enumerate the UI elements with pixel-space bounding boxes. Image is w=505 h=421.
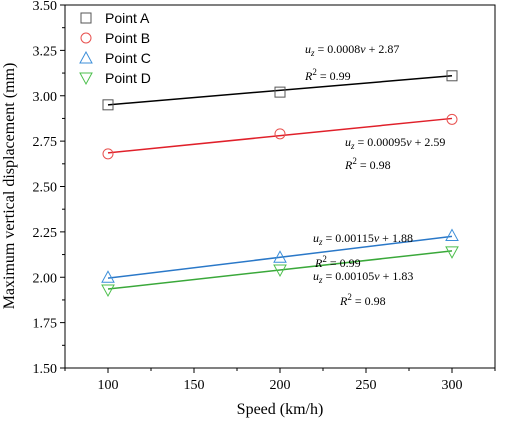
- legend-marker: [79, 50, 93, 64]
- y-tick-label: 2.75: [33, 135, 58, 150]
- y-tick-label: 1.50: [33, 362, 58, 377]
- legend-label: Point D: [105, 70, 151, 86]
- legend-label: Point A: [105, 10, 150, 26]
- fit-line-1: [107, 75, 453, 106]
- y-tick-label: 2.00: [33, 271, 58, 286]
- data-point: [102, 148, 114, 160]
- data-point: [101, 270, 115, 283]
- y-axis-title: Maximum vertical displacement (mm): [1, 63, 18, 310]
- data-point: [446, 113, 458, 125]
- r-squared-3: R2 = 0.99: [314, 254, 361, 270]
- data-point: [445, 228, 459, 242]
- r-squared-4: R2 = 0.98: [339, 292, 386, 308]
- r-squared-2: R2 = 0.98: [344, 156, 391, 172]
- data-point: [273, 250, 287, 263]
- data-point: [102, 99, 114, 111]
- data-point: [101, 284, 115, 297]
- data-point: [446, 70, 458, 82]
- data-point: [273, 264, 287, 278]
- fit-line-3: [107, 235, 453, 279]
- y-tick-label: 3.25: [33, 44, 58, 59]
- legend-marker: [80, 32, 92, 44]
- x-tick-label: 250: [356, 378, 377, 393]
- data-point: [274, 86, 286, 98]
- y-tick-label: 1.75: [33, 317, 58, 332]
- fit-equations: uz = 0.0008v + 2.87 R2 = 0.99 uz = 0.00095…: [304, 42, 445, 308]
- legend-marker: [80, 12, 92, 24]
- y-tick-label: 2.50: [33, 181, 58, 196]
- r-squared-1: R2 = 0.99: [304, 67, 351, 83]
- legend: Point A Point B Point C Point D: [79, 10, 151, 86]
- fit-lines: [107, 75, 453, 290]
- data-markers: [101, 70, 459, 297]
- fit-equation-4: uz = 0.00105v + 1.83: [313, 269, 413, 285]
- legend-label: Point B: [105, 30, 150, 46]
- x-axis: 100 150 200 250 300: [64, 368, 496, 393]
- data-point: [445, 246, 459, 259]
- legend-marker: [79, 72, 93, 86]
- y-tick-label: 3.50: [33, 0, 58, 14]
- fit-line-4: [107, 250, 453, 290]
- y-tick-label: 3.00: [33, 90, 58, 105]
- legend-label: Point C: [105, 50, 151, 66]
- y-axis: 1.50 1.75 2.00 2.25 2.50 2.75 3.00 3.25 3.50: [33, 0, 65, 377]
- fit-line-2: [107, 117, 453, 154]
- fit-equation-3: uz = 0.00115v + 1.88: [313, 231, 413, 247]
- x-tick-label: 150: [184, 378, 205, 393]
- x-axis-title: Speed (km/h): [237, 401, 324, 418]
- y-tick-label: 2.25: [33, 226, 58, 241]
- data-point: [274, 128, 286, 140]
- x-tick-label: 200: [270, 378, 291, 393]
- x-tick-label: 300: [442, 378, 463, 393]
- x-tick-label: 100: [98, 378, 119, 393]
- fit-equation-1: uz = 0.0008v + 2.87: [305, 42, 399, 58]
- fit-equation-2: uz = 0.00095v + 2.59: [345, 135, 445, 151]
